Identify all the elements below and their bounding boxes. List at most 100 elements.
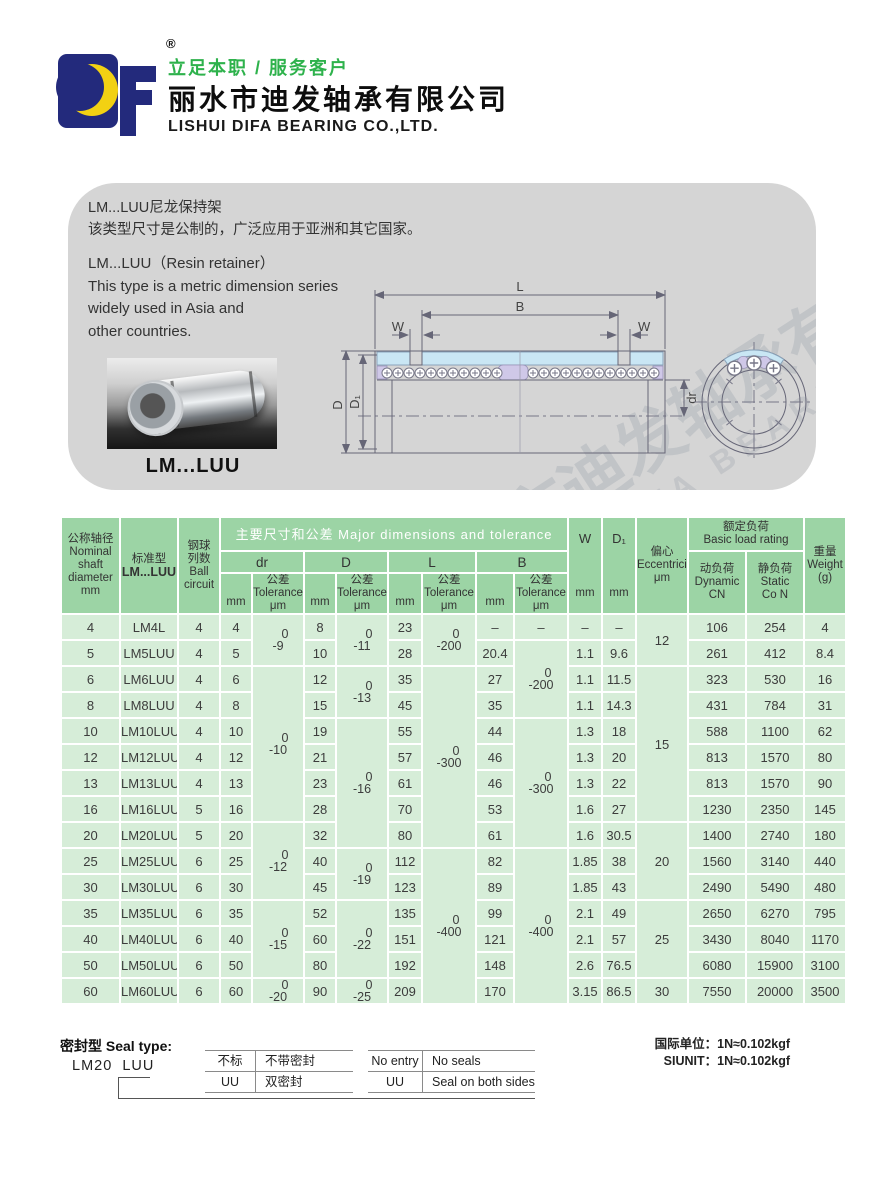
table-cell: 11.5: [601, 665, 638, 693]
table-cell: 90: [303, 977, 337, 1005]
table-cell: 25: [635, 899, 690, 979]
table-cell: LM20LUU: [119, 821, 179, 849]
table-cell: 2490: [687, 873, 748, 901]
table-cell: 62: [803, 717, 848, 745]
table-cell: 28: [387, 639, 423, 667]
table-cell: 1.3: [567, 717, 604, 745]
bearing-cylinder: [124, 367, 268, 440]
table-cell: 5: [177, 821, 221, 849]
table-cell: 261: [687, 639, 748, 667]
table-cell: 3500: [803, 977, 848, 1005]
table-cell: 99: [475, 899, 515, 927]
table-row: 5 LM5LUU 4 5 10 28 20.4 0 -200 1.1 9.6 261 412 8.4: [60, 639, 848, 719]
table-cell: 20: [219, 821, 253, 849]
table-cell: 32: [303, 821, 337, 849]
table-cell: 12: [60, 743, 121, 771]
table-cell: 254: [745, 613, 806, 641]
table-cell: 0 -20: [251, 977, 305, 1005]
header-cell: 静负荷 Static Co N: [745, 550, 806, 615]
table-cell: 0 -10: [251, 665, 305, 823]
table-cell: 192: [387, 951, 423, 979]
table-cell: 90: [803, 769, 848, 797]
table-cell: 8: [303, 613, 337, 641]
table-row: 4 LM4L 4 4 0 -9 8 0 -11 23 0 -200– – – –12 106 254 4: [60, 613, 848, 667]
units-line: SIUNIT：1N≈0.102kgf: [663, 1054, 790, 1068]
seal-desc: Seal on both sides: [422, 1072, 535, 1093]
table-cell: 0 -200: [421, 613, 477, 667]
table-cell: 0 -400: [421, 847, 477, 1005]
dimension-label-W-right: W: [638, 319, 651, 334]
table-cell: 180: [803, 821, 848, 849]
table-cell: 1230: [687, 795, 748, 823]
table-cell: LM6LUU: [119, 665, 179, 693]
table-cell: 25: [60, 847, 121, 875]
header-cell: mm: [475, 572, 515, 615]
table-cell: 1.85: [567, 873, 604, 901]
table-cell: 8.4: [803, 639, 848, 667]
table-row: 50 LM50LUU 6 50 80 192 148 2.6 76.5 6080 15900 3100: [60, 951, 848, 979]
table-cell: 3430: [687, 925, 748, 953]
table-cell: 27: [475, 665, 515, 693]
company-name-en: LISHUI DIFA BEARING CO.,LTD.: [168, 118, 439, 135]
table-cell: 4: [177, 769, 221, 797]
table-cell: 412: [745, 639, 806, 667]
table-cell: 7550: [687, 977, 748, 1005]
table-cell: 2740: [745, 821, 806, 849]
table-cell: 440: [803, 847, 848, 875]
product-photo: [107, 358, 277, 449]
units-note: 国际单位：1N≈0.102kgf SIUNIT：1N≈0.102kgf: [590, 1036, 790, 1070]
table-cell: LM40LUU: [119, 925, 179, 953]
table-cell: 106: [687, 613, 748, 641]
table-cell: 6270: [745, 899, 806, 927]
table-cell: LM13LUU: [119, 769, 179, 797]
table-cell: 6: [177, 977, 221, 1005]
table-cell: 23: [303, 769, 337, 797]
table-row: 公称轴径 Nominal shaft diameter mm 标准型 LM...LUU 钢球列…: [60, 516, 848, 615]
table-row: 60 LM60LUU 6 60 0 -20 90 0 -25 209 170 3.15 86.5 30 75…: [60, 977, 848, 1005]
table-cell: 61: [387, 769, 423, 797]
table-cell: 18: [601, 717, 638, 745]
table-cell: 35: [475, 691, 515, 719]
intro-text-en: LM...LUU（Resin retainer） This type is a …: [88, 255, 339, 340]
table-cell: 49: [601, 899, 638, 927]
table-row: 13 LM13LUU 4 13 23 61 46 1.3 22 813 1570 90: [60, 769, 848, 797]
table-cell: 12: [635, 613, 690, 667]
seal-type-example: LM20 LUU: [72, 1058, 155, 1074]
table-cell: 86.5: [601, 977, 638, 1005]
header-cell: 重量 Weight (g): [803, 516, 848, 615]
table-cell: 22: [601, 769, 638, 797]
seal-table-en: No entry No seals UU Seal on both sides: [368, 1050, 535, 1093]
table-cell: 14.3: [601, 691, 638, 719]
table-cell: LM30LUU: [119, 873, 179, 901]
spec-table-section: 公称轴径 Nominal shaft diameter mm 标准型 LM...LUU 钢球列…: [60, 516, 848, 1005]
table-cell: LM16LUU: [119, 795, 179, 823]
table-cell: 2.1: [567, 899, 604, 927]
header-cell: mm: [387, 572, 423, 615]
spec-table: 公称轴径 Nominal shaft diameter mm 标准型 LM...LUU 钢球列…: [60, 516, 848, 1005]
table-cell: 3100: [803, 951, 848, 979]
table-cell: 0 -400: [512, 847, 570, 1005]
table-cell: 0 -11: [335, 613, 389, 667]
table-cell: 1570: [745, 743, 806, 771]
table-cell: 70: [387, 795, 423, 823]
table-cell: 209: [387, 977, 423, 1005]
table-cell: 588: [687, 717, 748, 745]
table-cell: 1560: [687, 847, 748, 875]
product-photo-label: LM...LUU: [145, 455, 241, 477]
table-cell: 123: [387, 873, 423, 901]
table-cell: 80: [803, 743, 848, 771]
table-cell: 40: [219, 925, 253, 953]
table-cell: 16: [219, 795, 253, 823]
seal-table-cn: 不标 不带密封 UU 双密封: [205, 1050, 353, 1093]
table-cell: 2350: [745, 795, 806, 823]
connector-line: [118, 1077, 119, 1098]
table-row: 6 LM6LUU 4 6 0 -10 12 0 -13 35 0 -300 27 1.1 11.5 15 323…: [60, 665, 848, 849]
table-cell: LM5LUU: [119, 639, 179, 667]
table-cell: 15: [635, 665, 690, 823]
table-cell: 12: [219, 743, 253, 771]
table-cell: 9.6: [601, 639, 638, 667]
table-cell: 8: [60, 691, 121, 719]
table-row: 25 LM25LUU 6 25 40 0 -19 112 0 -400 82 0 -400 1.85 38 1…: [60, 847, 848, 1005]
header-cell: 偏心Eccentricityμm: [635, 516, 690, 615]
